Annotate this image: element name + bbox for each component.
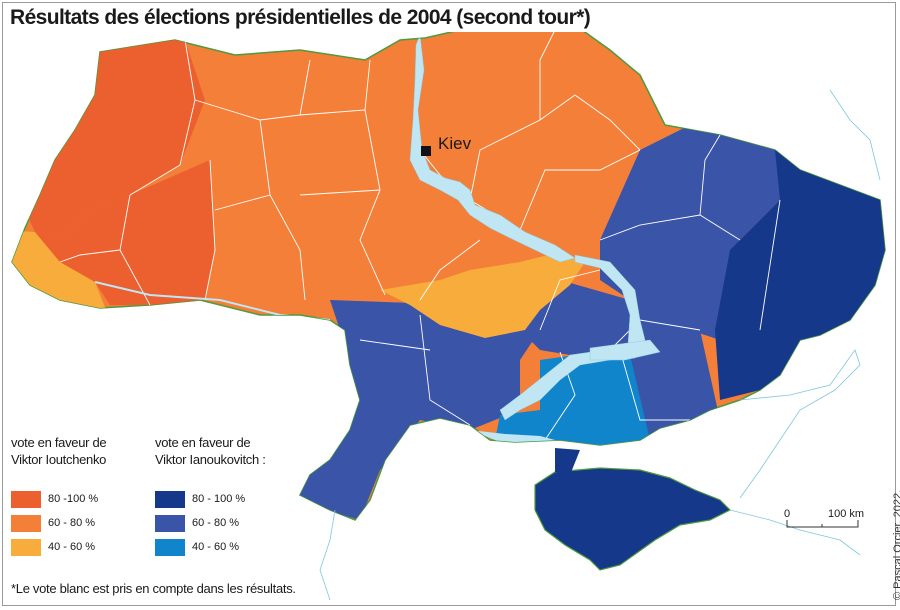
scale-bar — [786, 520, 859, 528]
kiev-label: Kiev — [438, 134, 472, 153]
author-credit: © Pascal Orcier, 2022. — [892, 489, 900, 600]
region-ternopil-darkorange — [35, 160, 215, 305]
crimea — [534, 467, 732, 571]
region-kirovohrad-lightorange — [380, 252, 585, 338]
legend-yanukovych-item-2: 60 - 80 % — [155, 514, 239, 532]
legend-label: 80 - 100 % — [192, 493, 246, 505]
perekop-isthmus — [555, 448, 580, 475]
kiev-marker — [421, 146, 431, 156]
legend-yanukovych-item-1: 80 - 100 % — [155, 490, 245, 508]
legend-yanukovych-item-3: 40 - 60 % — [155, 538, 239, 556]
legend-swatch — [11, 490, 41, 508]
legend-swatch — [155, 514, 185, 532]
scale-distance-label: 100 km — [828, 508, 865, 520]
legend-yushchenko-item-3: 40 - 60 % — [11, 538, 95, 556]
legend-swatch — [11, 538, 41, 556]
legend-yushchenko-heading-line1: vote en faveur de — [11, 435, 107, 450]
legend-label: 60 - 80 % — [192, 517, 240, 529]
legend-swatch — [155, 538, 185, 556]
legend-yanukovych-heading-line1: vote en faveur de — [155, 435, 251, 450]
region-volyn-darkorange — [20, 40, 205, 240]
dnieper-river — [409, 34, 661, 421]
legend-label: 40 - 60 % — [48, 541, 96, 553]
legend-swatch — [11, 514, 41, 532]
scale-zero-label: 0 — [784, 508, 791, 520]
legend-yanukovych-heading-line2: Viktor Ianoukovitch : — [155, 452, 266, 467]
legend-label: 60 - 80 % — [48, 517, 96, 529]
legend-yushchenko-item-2: 60 - 80 % — [11, 514, 95, 532]
legend-yanukovych-heading: vote en faveur de Viktor Ianoukovitch : — [155, 434, 266, 468]
region-south-west-blue — [290, 300, 540, 520]
legend-label: 40 - 60 % — [192, 541, 240, 553]
legend-yushchenko-heading-line2: Viktor Ioutchenko — [11, 452, 107, 467]
legend-label: 80 -100 % — [48, 493, 99, 505]
region-far-east-darkblue — [715, 150, 885, 400]
legend-yushchenko-heading: vote en faveur de Viktor Ioutchenko — [11, 434, 107, 468]
legend-swatch — [155, 490, 185, 508]
map-title: Résultats des élections présidentielles … — [10, 6, 595, 32]
foreign-coastlines — [319, 7, 881, 601]
footnote: *Le vote blanc est pris en compte dans l… — [11, 581, 296, 596]
legend-yushchenko-item-1: 80 -100 % — [11, 490, 98, 508]
region-zaporizhzhia-lightblue — [495, 355, 650, 450]
